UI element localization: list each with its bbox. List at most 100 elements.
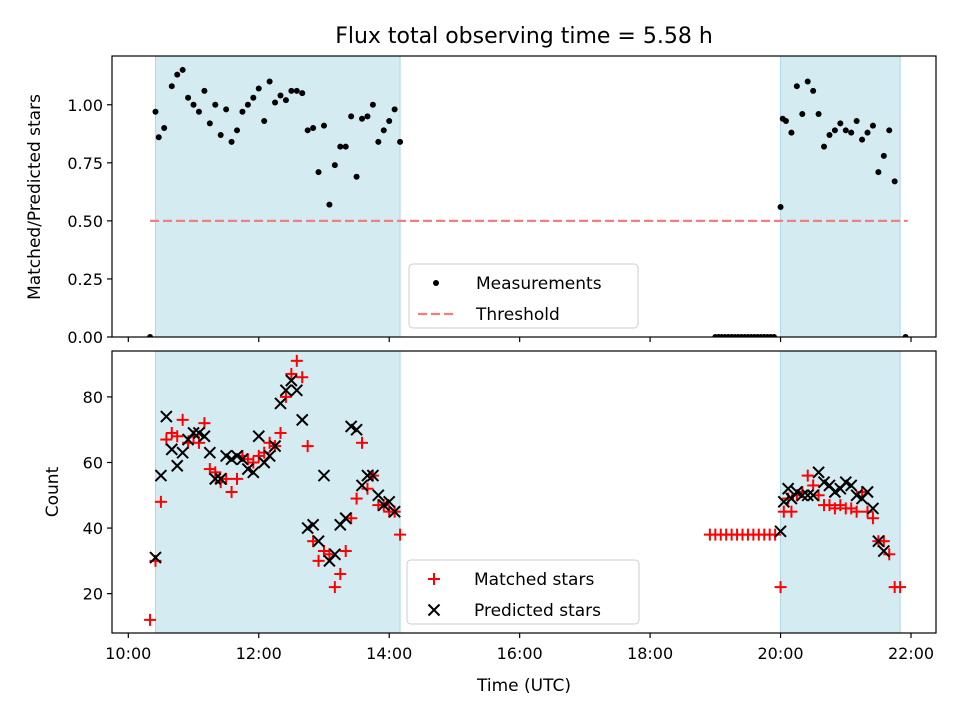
measurement-point xyxy=(864,129,871,136)
predicted-point xyxy=(339,512,352,525)
bottom-axes-frame xyxy=(111,350,937,634)
y-tick-label: 0.75 xyxy=(67,154,103,173)
y-tick-label: 80 xyxy=(83,388,103,407)
predicted-point xyxy=(279,384,293,397)
measurement-point xyxy=(201,87,208,94)
matched-point xyxy=(394,528,407,541)
y-tick-label: 0.25 xyxy=(67,270,103,289)
matched-point xyxy=(850,505,863,518)
predicted-point xyxy=(777,495,791,509)
measurement-point xyxy=(282,97,289,104)
matched-point xyxy=(323,548,336,561)
shaded-interval xyxy=(154,350,401,634)
legend-box xyxy=(408,263,639,329)
bottom-panel: 20 40 60 80 10:00 12:00 14:00 16:00 18:00 20:00 22… xyxy=(83,350,937,663)
matched-point xyxy=(312,554,325,567)
predicted-point xyxy=(366,469,380,482)
measurement-point xyxy=(223,106,230,113)
top-legend: Measurements Threshold xyxy=(408,263,639,329)
legend-label: Matched stars xyxy=(474,570,594,590)
matched-point xyxy=(296,371,309,384)
matched-point xyxy=(334,567,347,580)
predicted-point xyxy=(214,472,227,486)
predicted-point xyxy=(236,453,249,466)
measurement-point xyxy=(147,334,154,337)
matched-point xyxy=(356,436,369,449)
legend-box xyxy=(406,559,640,625)
matched-point xyxy=(231,472,244,485)
measurement-point xyxy=(190,101,197,108)
predicted-point xyxy=(203,446,217,459)
measurement-point xyxy=(810,87,817,94)
measurement-point xyxy=(174,71,181,78)
predicted-point xyxy=(774,525,787,538)
predicted-point xyxy=(866,502,880,515)
measurement-point xyxy=(168,83,175,90)
legend-marker-measurements xyxy=(433,280,439,286)
predicted-point xyxy=(361,469,374,482)
matched-point xyxy=(307,535,320,548)
predicted-point xyxy=(781,482,795,495)
predicted-point xyxy=(274,397,287,410)
y-tick-label: 1.00 xyxy=(67,96,103,115)
measurement-point xyxy=(782,118,789,125)
predicted-point xyxy=(845,479,858,492)
shaded-interval xyxy=(780,55,901,338)
x-tick-label: 16:00 xyxy=(497,644,543,663)
predicted-point xyxy=(252,430,265,443)
predicted-point xyxy=(209,472,222,486)
measurement-point xyxy=(255,85,262,92)
matched-point xyxy=(877,535,890,548)
measurement-point xyxy=(206,120,213,127)
measurement-point xyxy=(375,138,382,145)
predicted-point xyxy=(388,505,401,518)
predicted-point xyxy=(171,459,184,472)
predicted-point xyxy=(176,446,189,459)
measurement-point xyxy=(369,101,376,108)
matched-point xyxy=(209,466,222,479)
measurement-point xyxy=(777,203,784,210)
measurement-point xyxy=(161,124,168,131)
predicted-point xyxy=(285,374,298,387)
legend-label: Measurements xyxy=(476,274,602,294)
matched-point xyxy=(176,413,189,426)
measurement-point xyxy=(848,129,855,136)
predicted-point xyxy=(149,551,162,564)
predicted-point xyxy=(296,413,309,427)
matched-point xyxy=(220,472,233,485)
measurement-point xyxy=(277,92,284,99)
measurement-point xyxy=(788,129,795,136)
predicted-point xyxy=(372,489,385,502)
matched-point xyxy=(171,430,184,443)
bottom-legend: Matched stars Predicted stars xyxy=(406,559,640,625)
matched-point xyxy=(285,367,298,380)
measurement-point xyxy=(831,127,838,134)
predicted-point xyxy=(165,443,178,456)
x-tick-label: 20:00 xyxy=(757,644,803,663)
matched-point xyxy=(339,545,352,558)
y-tick-label: 20 xyxy=(83,585,103,604)
matched-point xyxy=(279,390,292,403)
measurement-point xyxy=(821,143,828,150)
measurement-point xyxy=(859,136,866,143)
matched-point xyxy=(247,456,260,469)
plot-area xyxy=(147,66,909,337)
predicted-point xyxy=(355,479,369,492)
matched-point xyxy=(894,581,907,594)
measurement-point xyxy=(875,169,882,176)
matched-point xyxy=(258,446,271,459)
measurement-point xyxy=(771,334,778,337)
measurement-point xyxy=(815,111,822,118)
matched-point xyxy=(801,469,814,482)
measurement-point xyxy=(337,143,344,150)
matched-point xyxy=(192,436,205,449)
predicted-point xyxy=(877,544,891,558)
x-axis-label: Time (UTC) xyxy=(476,676,571,696)
matched-point xyxy=(160,433,173,446)
measurement-point xyxy=(386,118,393,125)
x-tick-label: 22:00 xyxy=(888,644,934,663)
matched-point xyxy=(812,489,825,502)
measurement-point xyxy=(293,87,300,94)
y-tick-label: 60 xyxy=(83,453,103,472)
